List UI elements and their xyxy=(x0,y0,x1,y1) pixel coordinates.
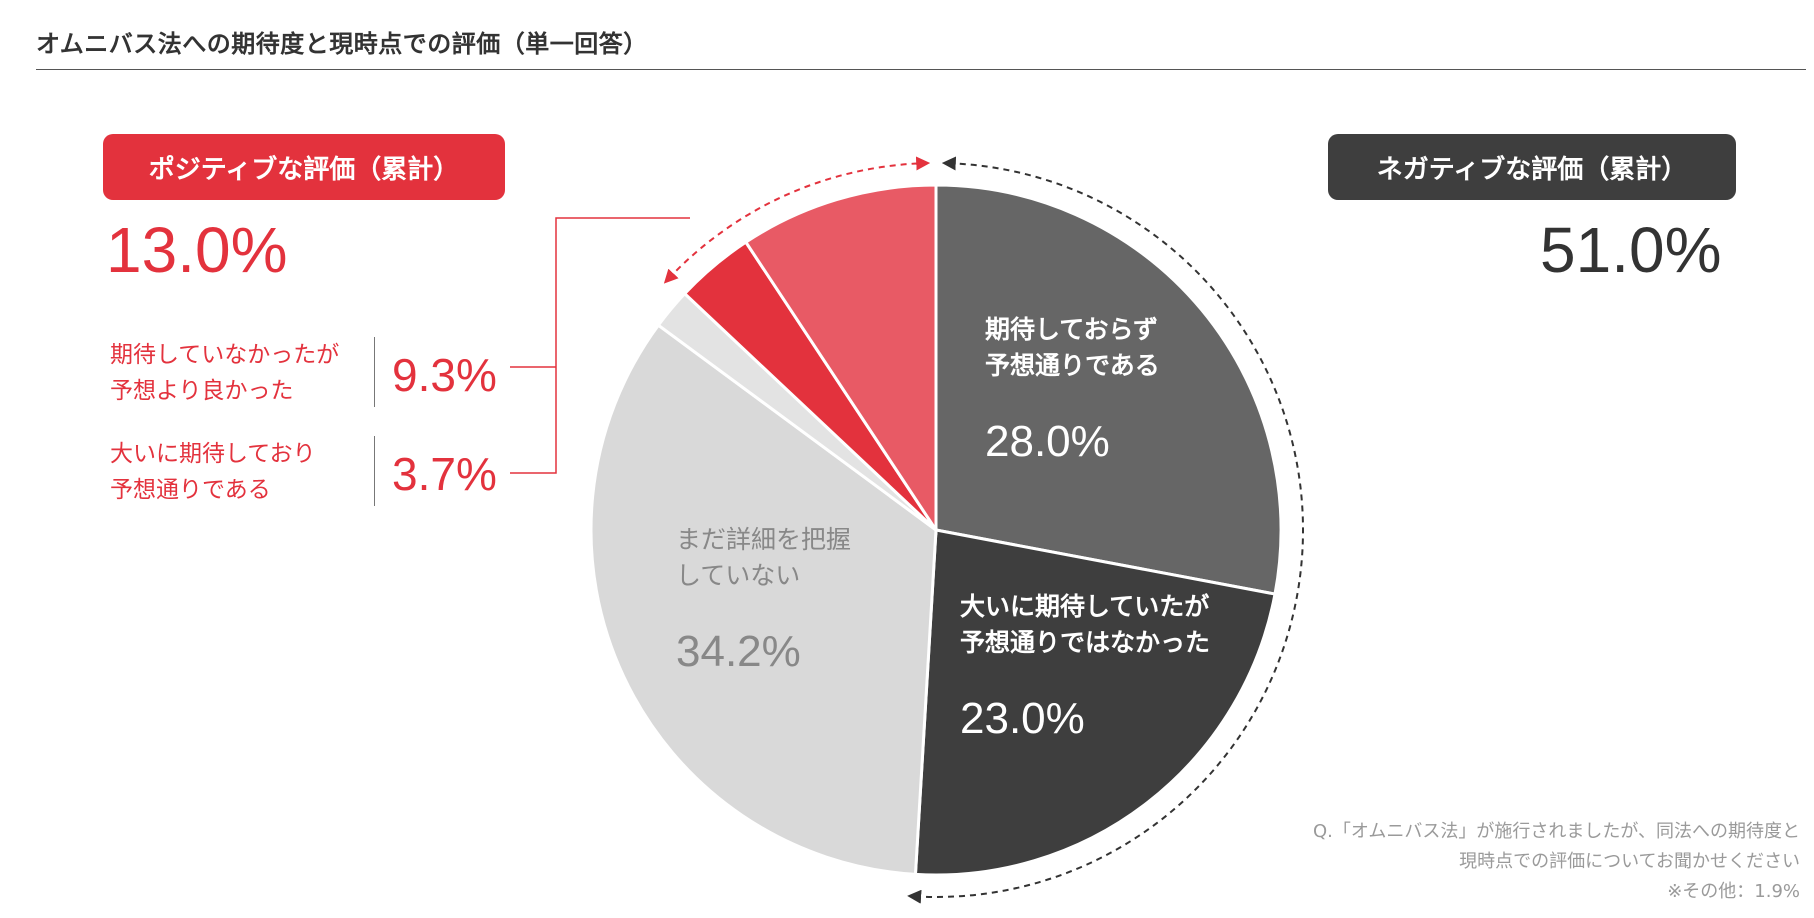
positive-item-1-line2: 予想より良かった xyxy=(110,378,294,404)
page-title: オムニバス法への期待度と現時点での評価（単一回答） xyxy=(36,30,648,58)
pie-slice-3 xyxy=(589,323,938,876)
positive-total: 13.0% xyxy=(106,214,288,286)
pie-slices xyxy=(589,183,1283,877)
positive-item-1-label: 期待していなかったが 予想より良かった xyxy=(110,337,339,409)
pie-slice-2-value: 23.0% xyxy=(960,694,1085,743)
pie-slice-2-label-line2: 予想通りではなかった xyxy=(960,628,1210,657)
pie-slice-2-label-line1: 大いに期待していたが xyxy=(960,592,1209,621)
footnote: Q.「オムニバス法」が施行されましたが、同法への期待度と 現時点での評価について… xyxy=(1313,817,1800,907)
footnote-line3: ※その他：1.9% xyxy=(1667,881,1800,902)
positive-item-2-value: 3.7% xyxy=(392,448,497,500)
title-divider xyxy=(36,69,1806,70)
positive-item-2-line2: 予想通りである xyxy=(110,477,271,503)
positive-item-1-separator xyxy=(374,337,375,407)
pie-slice-1-label-line1: 期待しておらず xyxy=(985,315,1158,344)
footnote-line2: 現時点での評価についてお聞かせください xyxy=(1459,851,1800,872)
pie-slice-1-value: 28.0% xyxy=(985,417,1110,466)
pie-slice-3-value: 34.2% xyxy=(676,627,801,676)
footnote-line1: Q.「オムニバス法」が施行されましたが、同法への期待度と xyxy=(1313,821,1800,842)
positive-badge: ポジティブな評価（累計） xyxy=(103,134,505,200)
pie-slice-1 xyxy=(934,183,1283,596)
positive-item-2-separator xyxy=(374,436,375,506)
positive-item-2-line1: 大いに期待しており xyxy=(110,441,316,467)
positive-item-1-value: 9.3% xyxy=(392,349,497,401)
pie-slice-2 xyxy=(913,528,1277,877)
positive-item-2-label: 大いに期待しており 予想通りである xyxy=(110,436,316,508)
pie-slice-3-label-line1: まだ詳細を把握 xyxy=(676,525,851,554)
negative-total: 51.0% xyxy=(1540,214,1722,286)
negative-badge: ネガティブな評価（累計） xyxy=(1328,134,1736,200)
pie-slice-3-label-line2: していない xyxy=(676,561,800,590)
positive-bracket-connector xyxy=(510,217,690,474)
positive-item-1-line1: 期待していなかったが xyxy=(110,342,340,368)
positive-range-arrow xyxy=(663,156,931,284)
pie-slice-1-label-line2: 予想通りである xyxy=(985,351,1160,380)
